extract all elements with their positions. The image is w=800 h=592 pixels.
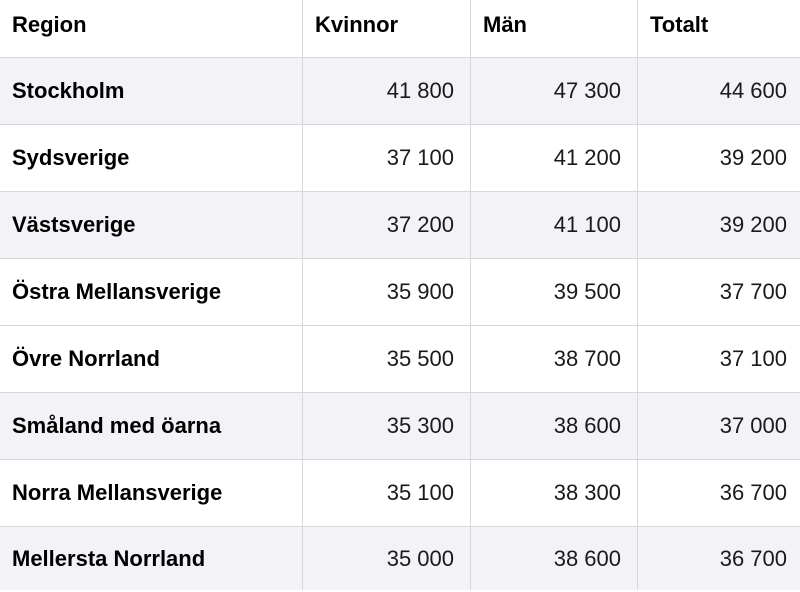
table-row: Östra Mellansverige 35 900 39 500 37 700 [0, 259, 800, 326]
row-total-value: 37 000 [637, 393, 800, 459]
row-women-value: 41 800 [302, 58, 470, 124]
row-women-value: 35 000 [302, 527, 470, 590]
row-women-value: 37 200 [302, 192, 470, 258]
column-header-women: Kvinnor [302, 0, 470, 57]
row-men-value: 38 300 [470, 460, 637, 526]
row-region: Övre Norrland [12, 346, 160, 371]
row-women-value: 35 900 [302, 259, 470, 325]
row-women-value: 35 500 [302, 326, 470, 392]
table-row: Mellersta Norrland 35 000 38 600 36 700 [0, 527, 800, 590]
table-row: Övre Norrland 35 500 38 700 37 100 [0, 326, 800, 393]
row-region: Östra Mellansverige [12, 279, 222, 304]
table-row: Västsverige 37 200 41 100 39 200 [0, 192, 800, 259]
row-region: Norra Mellansverige [12, 480, 223, 505]
row-women-value: 35 300 [302, 393, 470, 459]
row-men-value: 39 500 [470, 259, 637, 325]
table-row: Sydsverige 37 100 41 200 39 200 [0, 125, 800, 192]
row-women-value: 37 100 [302, 125, 470, 191]
row-region: Sydsverige [12, 145, 130, 170]
row-men-value: 47 300 [470, 58, 637, 124]
row-region: Mellersta Norrland [12, 545, 206, 571]
row-total-value: 36 700 [637, 460, 800, 526]
table-row: Småland med öarna 35 300 38 600 37 000 [0, 393, 800, 460]
row-men-value: 41 200 [470, 125, 637, 191]
row-region: Stockholm [12, 78, 125, 103]
row-total-value: 39 200 [637, 192, 800, 258]
row-men-value: 38 700 [470, 326, 637, 392]
row-men-value: 38 600 [470, 527, 637, 590]
row-total-value: 37 100 [637, 326, 800, 392]
row-men-value: 41 100 [470, 192, 637, 258]
table-row: Stockholm 41 800 47 300 44 600 [0, 58, 800, 125]
table-header-row: Region Kvinnor Män Totalt [0, 0, 800, 58]
row-total-value: 44 600 [637, 58, 800, 124]
row-total-value: 39 200 [637, 125, 800, 191]
column-header-region: Region [12, 12, 87, 37]
row-region: Västsverige [12, 212, 136, 237]
row-total-value: 37 700 [637, 259, 800, 325]
row-men-value: 38 600 [470, 393, 637, 459]
column-header-total: Totalt [637, 0, 800, 57]
row-total-value: 36 700 [637, 527, 800, 590]
table-row: Norra Mellansverige 35 100 38 300 36 700 [0, 460, 800, 527]
row-region: Småland med öarna [12, 413, 222, 438]
row-women-value: 35 100 [302, 460, 470, 526]
column-header-men: Män [470, 0, 637, 57]
